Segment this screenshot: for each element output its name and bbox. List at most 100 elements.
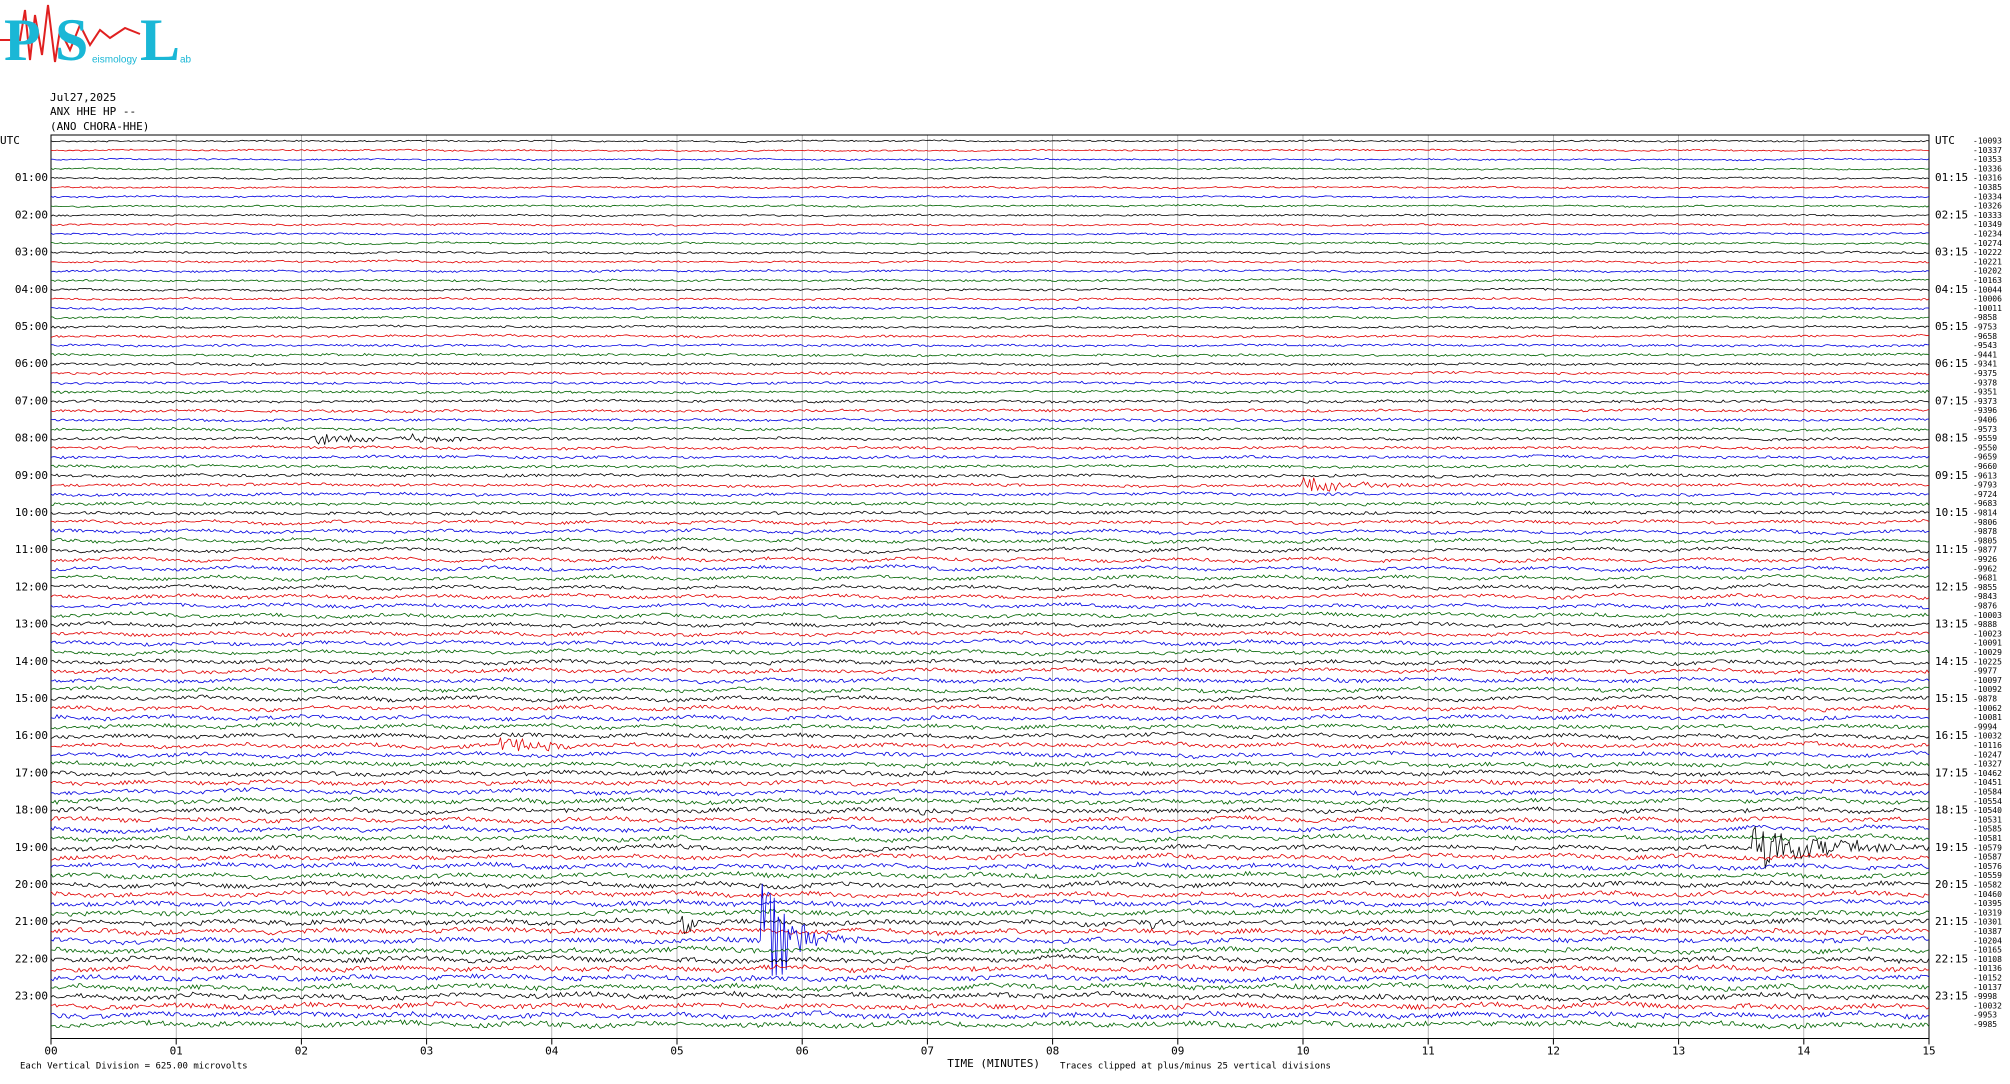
- x-tick-label: 14: [1797, 1045, 1811, 1058]
- trace-offset: -10349: [1973, 220, 2002, 229]
- logo-wave: [0, 4, 141, 63]
- trace: [50, 463, 1930, 470]
- trace-offset: -9977: [1973, 667, 1997, 676]
- right-time-label: 04:15: [1935, 283, 1968, 296]
- trace-offset: -9953: [1973, 1011, 1997, 1020]
- right-time-label: 13:15: [1935, 618, 1968, 631]
- trace-offset: -10274: [1973, 239, 2002, 248]
- trace: [50, 139, 1930, 143]
- trace-offset: -9985: [1973, 1020, 1997, 1029]
- trace: [50, 833, 1930, 844]
- trace-offset: -10395: [1973, 899, 2002, 908]
- trace: [50, 638, 1930, 647]
- scale-note: Each Vertical Division = 625.00 microvol…: [20, 1062, 248, 1072]
- left-time-label: 01:00: [15, 171, 48, 184]
- right-time-label: 20:15: [1935, 878, 1968, 891]
- trace: [50, 883, 1930, 976]
- trace-offset: -10319: [1973, 908, 2002, 917]
- trace: [50, 417, 1930, 423]
- trace-offset: -9681: [1973, 574, 1997, 583]
- left-time-label: UTC: [0, 134, 20, 147]
- trace: [50, 806, 1930, 816]
- trace: [50, 823, 1930, 835]
- left-time-label: 08:00: [15, 432, 48, 445]
- trace: [50, 148, 1930, 153]
- trace: [50, 676, 1930, 685]
- trace-offset: -9659: [1973, 453, 1997, 462]
- trace: [50, 685, 1930, 694]
- trace-offset: -9814: [1973, 509, 1997, 518]
- trace: [50, 694, 1929, 703]
- trace: [50, 380, 1930, 386]
- trace-offset: -10559: [1973, 871, 2002, 880]
- trace: [50, 611, 1930, 620]
- trace: [50, 915, 1930, 935]
- trace: [50, 667, 1930, 675]
- trace-offset: -9613: [1973, 471, 1997, 480]
- trace-offset: -10116: [1973, 741, 2002, 750]
- left-time-label: 17:00: [15, 766, 48, 779]
- trace-offset: -10581: [1973, 834, 2002, 843]
- trace-offset: -10029: [1973, 648, 2002, 657]
- right-time-label: 23:15: [1935, 990, 1968, 1003]
- trace-offset: -9543: [1973, 341, 1997, 350]
- trace-offset: -9926: [1973, 555, 1997, 564]
- x-tick-label: 04: [545, 1045, 559, 1058]
- trace-offset: -9878: [1973, 695, 1997, 704]
- x-tick-label: 01: [170, 1045, 183, 1058]
- trace-offset: -10451: [1973, 778, 2002, 787]
- trace: [50, 472, 1929, 479]
- trace-offset: -10337: [1973, 146, 2002, 155]
- trace: [50, 185, 1930, 190]
- trace: [50, 703, 1930, 713]
- right-time-label: 10:15: [1935, 506, 1968, 519]
- trace-offset: -10092: [1973, 685, 2002, 694]
- trace: [50, 454, 1930, 460]
- trace-offset: -9998: [1973, 992, 1997, 1001]
- trace-offset: -10336: [1973, 164, 2002, 173]
- left-time-label: 22:00: [15, 952, 48, 965]
- trace-offset: -10221: [1973, 257, 2002, 266]
- trace: [51, 737, 1930, 752]
- left-time-label: 10:00: [15, 506, 48, 519]
- trace: [50, 713, 1930, 722]
- trace-offset: -10554: [1973, 797, 2002, 806]
- trace: [50, 324, 1930, 330]
- trace-offset: -9341: [1973, 360, 1997, 369]
- trace: [50, 491, 1929, 498]
- trace-offset: -10091: [1973, 639, 2002, 648]
- date: Jul27,2025: [50, 91, 116, 104]
- trace-offset: -10316: [1973, 174, 2002, 183]
- trace-offset: -10136: [1973, 964, 2002, 973]
- trace-offset: -9658: [1973, 332, 1997, 341]
- right-time-label: UTC: [1935, 134, 1955, 147]
- trace: [50, 306, 1930, 311]
- trace: [50, 527, 1930, 536]
- trace-offset: -10540: [1973, 806, 2002, 815]
- right-time-label: 21:15: [1935, 915, 1968, 928]
- x-tick-label: 15: [1922, 1045, 1935, 1058]
- trace-offset: -9843: [1973, 592, 1997, 601]
- left-time-label: 12:00: [15, 580, 48, 593]
- trace-offset: -9858: [1973, 313, 1997, 322]
- trace-offset: -9375: [1973, 369, 1997, 378]
- trace: [50, 648, 1930, 657]
- trace: [50, 1019, 1930, 1030]
- trace: [50, 370, 1930, 376]
- trace-offset: -9373: [1973, 397, 1997, 406]
- x-tick-label: 03: [420, 1045, 433, 1058]
- trace-offset: -10387: [1973, 927, 2002, 936]
- trace: [50, 222, 1930, 227]
- logo-letter: P: [4, 7, 41, 73]
- left-time-label: 20:00: [15, 878, 48, 891]
- right-time-label: 18:15: [1935, 804, 1968, 817]
- right-time-label: 12:15: [1935, 580, 1968, 593]
- trace: [50, 231, 1930, 236]
- logo-letter: L: [140, 7, 180, 73]
- trace: [50, 537, 1930, 545]
- trace-offset: -10585: [1973, 825, 2002, 834]
- trace: [50, 343, 1930, 348]
- trace: [50, 315, 1930, 320]
- trace-offset: -10333: [1973, 211, 2002, 220]
- trace-offset: -9877: [1973, 546, 1997, 555]
